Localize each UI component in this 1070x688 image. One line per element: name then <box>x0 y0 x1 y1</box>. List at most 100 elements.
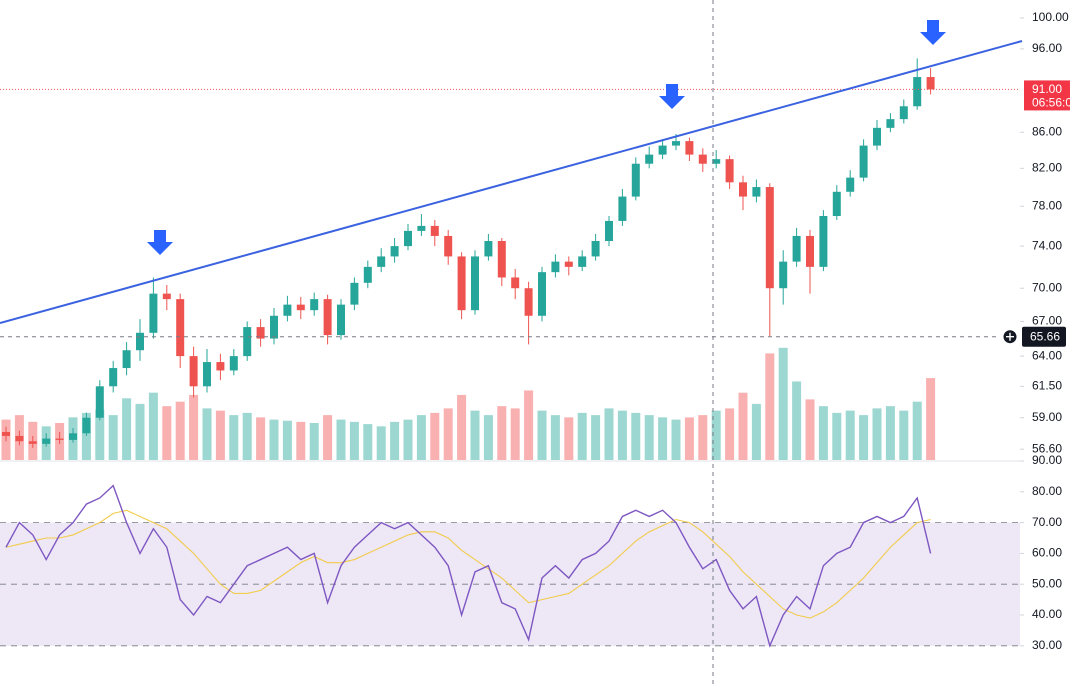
candle-body <box>457 256 466 311</box>
volume-bar <box>95 409 105 460</box>
volume-bar <box>885 406 895 460</box>
y-tick-label: 100.00 <box>1032 10 1069 24</box>
volume-bar <box>416 415 426 460</box>
volume-bar <box>644 415 654 460</box>
candle-body <box>658 145 667 155</box>
volume-bar <box>215 410 225 460</box>
volume-bar <box>282 420 292 460</box>
y-tick-label: 50.00 <box>1032 576 1062 590</box>
volume-bar <box>390 421 400 460</box>
candle-body <box>2 432 10 436</box>
volume-bar <box>122 398 132 460</box>
volume-bar <box>805 399 815 460</box>
candle-body <box>55 438 64 440</box>
volume-bar <box>564 417 574 460</box>
candle-body <box>511 277 520 289</box>
candle-body <box>712 159 721 164</box>
candle-body <box>122 350 131 369</box>
volume-bar <box>81 412 91 460</box>
candle-body <box>846 177 855 192</box>
candle-body <box>390 246 399 257</box>
candle-body <box>229 356 238 371</box>
candle-body <box>698 154 707 164</box>
volume-bar <box>269 419 279 460</box>
crosshair-plus-sign <box>1006 332 1014 341</box>
candle-body <box>806 235 814 267</box>
candle-body <box>551 261 560 273</box>
candle-body <box>564 261 573 267</box>
candle-body <box>417 225 426 231</box>
candle-body <box>283 304 292 316</box>
candle-body <box>430 225 439 236</box>
volume-bar <box>497 406 507 460</box>
candle-body <box>136 332 144 351</box>
rsi-band-layer <box>0 522 1020 647</box>
candle-body <box>296 304 305 311</box>
volume-bar <box>524 390 534 460</box>
volume-bar <box>309 422 319 460</box>
volume-bar <box>859 415 869 460</box>
candle-body <box>859 145 868 178</box>
candle-body <box>256 327 265 339</box>
axis-layer: 100.00 96.00 86.00 82.00 78.00 74.00 70.00 67.0… <box>1002 10 1070 652</box>
candle-body <box>28 441 37 444</box>
y-tick-label: 74.00 <box>1032 238 1062 252</box>
volume-bar <box>376 426 386 460</box>
volume-bar <box>430 412 440 460</box>
arrow <box>659 84 685 109</box>
volume-bar <box>725 408 735 460</box>
y-tick-label: 70.00 <box>1032 515 1062 529</box>
y-tick-label: 70.00 <box>1032 280 1062 294</box>
volume-bar <box>698 415 708 460</box>
volume-bar <box>751 403 761 460</box>
candle-body <box>149 293 158 333</box>
candle-body <box>739 182 747 197</box>
candle-body <box>216 362 225 371</box>
y-tick-label: 86.00 <box>1032 124 1062 138</box>
crosshair-price-label: 65.66 <box>1030 329 1060 343</box>
volume-bar <box>912 401 922 460</box>
volume-bar <box>845 410 855 460</box>
y-tick-label: 78.00 <box>1032 198 1062 212</box>
volume-bar <box>617 410 627 460</box>
volume-bar <box>832 412 842 460</box>
volume-bar <box>738 392 748 460</box>
volume-bar <box>872 408 882 460</box>
volume-bar <box>403 419 413 460</box>
volume-bar <box>256 417 266 460</box>
volume-bar <box>778 347 788 460</box>
y-tick-label: 96.00 <box>1032 41 1062 55</box>
volume-bar <box>537 410 547 460</box>
volume-bar <box>483 415 493 460</box>
volume-bar <box>148 392 158 460</box>
volume-bar <box>577 412 587 460</box>
rsi-line <box>5 484 932 648</box>
candle-body <box>323 299 332 336</box>
arrow <box>147 230 173 255</box>
volume-bar <box>684 417 694 460</box>
y-tick-label: 90.00 <box>1032 453 1062 467</box>
y-tick-label: 56.60 <box>1032 441 1062 455</box>
candle-body <box>189 356 198 387</box>
candle-body <box>109 368 118 387</box>
candle-body <box>645 154 654 164</box>
candle-body <box>15 435 24 442</box>
candle-body <box>765 187 774 289</box>
y-tick-label: 40.00 <box>1032 607 1062 621</box>
candle-body <box>484 241 493 257</box>
current-price-box <box>1024 80 1070 111</box>
candle-body <box>176 299 185 357</box>
volume-bar <box>926 378 936 460</box>
candle-body <box>363 266 372 283</box>
crosshair-price-box <box>1022 326 1066 347</box>
candle-body <box>243 327 252 357</box>
candle-body <box>203 362 211 387</box>
candle-body <box>82 417 91 434</box>
candle-body <box>337 304 345 336</box>
candle-body <box>605 220 613 242</box>
volume-bar <box>457 394 467 460</box>
candle-body <box>270 315 278 339</box>
volume-bar <box>510 408 520 460</box>
volume-bar <box>671 419 681 460</box>
volume-bar <box>765 353 775 460</box>
